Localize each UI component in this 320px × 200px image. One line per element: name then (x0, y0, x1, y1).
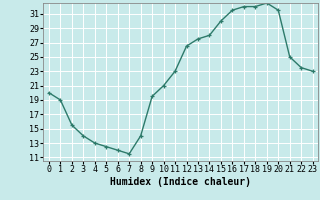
X-axis label: Humidex (Indice chaleur): Humidex (Indice chaleur) (110, 177, 251, 187)
